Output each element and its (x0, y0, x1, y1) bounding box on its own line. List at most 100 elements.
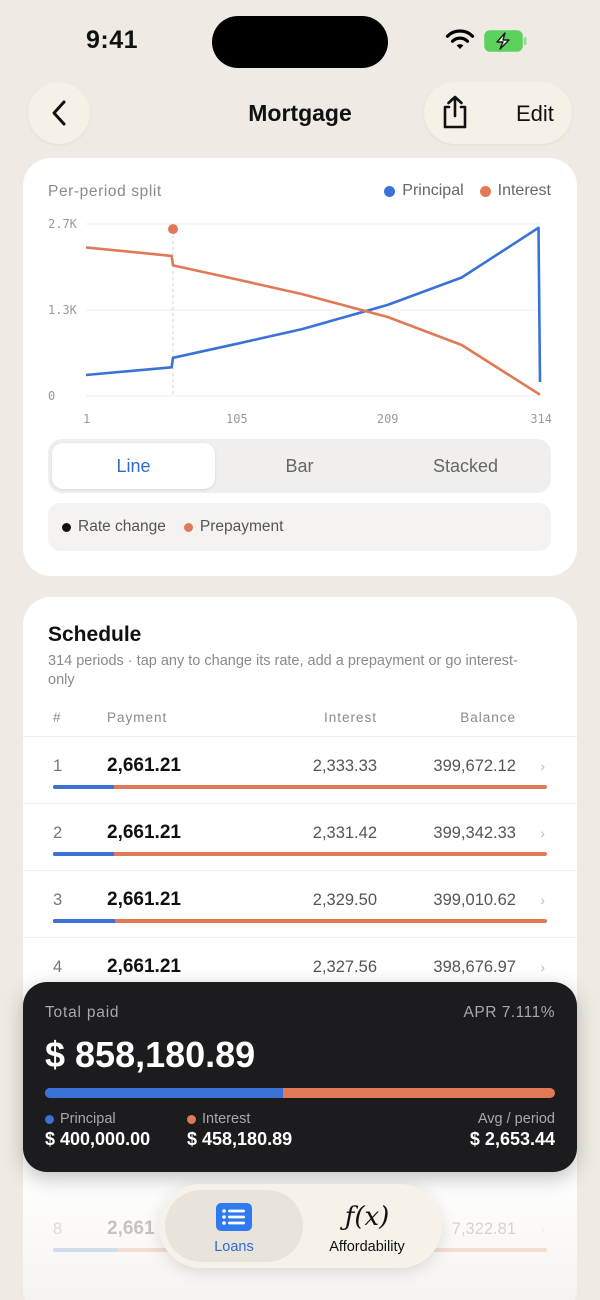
row-payment: 2,661.21 (107, 822, 181, 843)
event-prepayment-label: Prepayment (199, 518, 284, 535)
function-icon: ƒ(x) (344, 1202, 390, 1232)
back-button[interactable] (28, 82, 90, 144)
event-rate-change: Rate change (62, 518, 166, 536)
col-number: # (53, 710, 62, 725)
principal-total-label: Principal (60, 1111, 116, 1127)
row-interest: 2,331.42 (312, 824, 377, 842)
line-chart[interactable]: 0 1.3K 2.7K 1 105 209 314 (23, 208, 577, 438)
interest-total-label: Interest (202, 1111, 251, 1127)
wifi-icon (445, 29, 475, 49)
navigation-bar: Mortgage Edit (0, 82, 600, 146)
row-interest: 2,329.50 (312, 891, 377, 909)
chevron-right-icon: › (540, 758, 545, 774)
principal-total-value: $ 400,000.00 (45, 1129, 151, 1149)
row-payment: 2,661.21 (107, 956, 181, 977)
schedule-title: Schedule (48, 623, 142, 646)
x-tick-label: 209 (377, 412, 399, 426)
tab-loans[interactable]: Loans (165, 1190, 303, 1262)
legend-interest: Interest (479, 182, 551, 200)
col-interest: Interest (323, 710, 377, 725)
tab-line[interactable]: Line (52, 443, 215, 489)
interest-dot-icon (187, 1114, 196, 1124)
tab-bar: Loans ƒ(x) Affordability (159, 1184, 442, 1268)
principal-dot-icon (384, 185, 396, 197)
total-paid-label: Total paid (45, 1004, 120, 1021)
avg-period: Avg / period $ 2,653.44 (470, 1111, 555, 1150)
table-row[interactable]: 2 2,661.21 2,331.42 399,342.33 › (23, 804, 577, 871)
series-line-interest (85, 246, 541, 396)
y-tick-label: 1.3K (48, 303, 78, 317)
principal-dot-icon (45, 1114, 54, 1124)
tab-loans-label: Loans (214, 1239, 254, 1255)
row-number: 1 (53, 757, 63, 775)
col-balance: Balance (460, 710, 516, 725)
chevron-left-icon (52, 100, 66, 126)
chart-legend: Principal Interest (384, 182, 551, 200)
share-icon[interactable] (440, 94, 470, 130)
prepayment-marker-dot (168, 224, 179, 235)
chevron-right-icon: › (540, 959, 545, 975)
row-balance: 399,010.62 (433, 891, 516, 909)
edit-button[interactable]: Edit (516, 101, 554, 126)
row-split-bar (53, 852, 547, 856)
chart-heading: Per-period split (48, 183, 162, 200)
row-interest: 2,333.33 (312, 757, 377, 775)
row-number: 2 (53, 824, 63, 842)
row-interest: 2,327.56 (312, 958, 377, 976)
x-tick-label: 105 (226, 412, 248, 426)
row-number: 4 (53, 958, 63, 976)
total-paid-amount: $ 858,180.89 (45, 1034, 256, 1075)
chart-view-segmented-control: Line Bar Stacked (48, 439, 551, 493)
principal-total: Principal $ 400,000.00 (45, 1111, 150, 1150)
row-principal-fill (53, 919, 115, 923)
interest-total: Interest $ 458,180.89 (187, 1111, 292, 1150)
chevron-right-icon: › (540, 892, 545, 908)
page-title: Mortgage (248, 100, 352, 126)
avg-period-label: Avg / period (477, 1111, 555, 1127)
actions-pill: Edit (424, 82, 572, 144)
tab-bar[interactable]: Bar (285, 455, 314, 476)
tab-stacked[interactable]: Stacked (432, 455, 499, 476)
row-number: 3 (53, 891, 63, 909)
table-row[interactable]: 1 2,661.21 2,333.33 399,672.12 › (23, 737, 577, 804)
series-line-principal (85, 226, 542, 383)
apr-value: APR 7.111% (463, 1004, 555, 1021)
rate-change-dot-icon (62, 522, 71, 532)
principal-bar-fill (45, 1088, 283, 1098)
tab-affordability[interactable]: ƒ(x) Affordability (298, 1190, 436, 1262)
event-rate-change-label: Rate change (78, 518, 166, 535)
event-legend: Rate change Prepayment (48, 503, 551, 551)
battery-charging-icon (484, 30, 527, 52)
row-balance: 399,672.12 (433, 757, 516, 775)
x-tick-label: 1 (83, 412, 90, 426)
schedule-subtitle: 314 periods · tap any to change its rate… (48, 653, 518, 688)
row-split-bar (53, 785, 547, 789)
status-time: 9:41 (86, 26, 139, 54)
schedule-column-headers: # Payment Interest Balance (23, 710, 577, 730)
header-divider (23, 736, 577, 737)
row-principal-fill (53, 852, 115, 856)
legend-principal: Principal (384, 182, 464, 200)
row-principal-fill (53, 785, 114, 789)
interest-dot-icon (479, 185, 491, 197)
row-balance: 399,342.33 (433, 824, 516, 842)
row-payment: 2,661.21 (107, 755, 181, 776)
interest-total-value: $ 458,180.89 (187, 1129, 293, 1149)
chevron-right-icon: › (540, 825, 545, 841)
principal-interest-bar (45, 1088, 555, 1098)
table-row[interactable]: 3 2,661.21 2,329.50 399,010.62 › (23, 871, 577, 938)
event-prepayment: Prepayment (183, 518, 284, 536)
prepayment-dot-icon (183, 522, 193, 532)
avg-period-value: $ 2,653.44 (469, 1129, 555, 1149)
row-payment: 2,661.21 (107, 889, 181, 910)
total-paid-panel: Total paid APR 7.111% $ 858,180.89 Princ… (23, 982, 577, 1172)
x-tick-label: 314 (530, 412, 552, 426)
tab-affordability-label: Affordability (329, 1239, 405, 1255)
legend-interest-label: Interest (497, 182, 551, 199)
col-payment: Payment (107, 710, 168, 725)
chart-card: Per-period split Principal Interest 0 1.3… (23, 158, 577, 576)
y-tick-label: 0 (48, 389, 55, 403)
legend-principal-label: Principal (402, 182, 464, 199)
list-icon (216, 1203, 252, 1231)
row-balance: 398,676.97 (433, 958, 516, 976)
